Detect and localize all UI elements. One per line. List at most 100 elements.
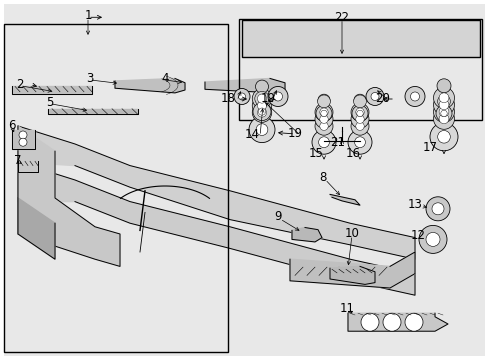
Text: 2: 2 [16, 78, 24, 91]
Polygon shape [48, 109, 138, 114]
Circle shape [319, 122, 327, 130]
Circle shape [425, 197, 449, 221]
Circle shape [317, 94, 329, 106]
Circle shape [360, 313, 378, 331]
Circle shape [433, 87, 453, 108]
Circle shape [258, 108, 265, 115]
Bar [238, 19, 481, 120]
Text: 8: 8 [319, 171, 326, 184]
Text: 15: 15 [308, 147, 323, 160]
Polygon shape [329, 266, 374, 284]
Text: 9: 9 [274, 210, 281, 223]
Circle shape [431, 203, 443, 215]
Circle shape [238, 93, 245, 100]
Polygon shape [289, 252, 414, 288]
Circle shape [311, 130, 335, 154]
Circle shape [418, 225, 446, 253]
Circle shape [315, 105, 331, 121]
Text: 10: 10 [344, 227, 359, 240]
Text: 20: 20 [375, 93, 389, 105]
Circle shape [409, 92, 419, 101]
Circle shape [248, 117, 274, 143]
Circle shape [19, 131, 27, 139]
Polygon shape [18, 126, 120, 266]
Polygon shape [18, 161, 38, 172]
Circle shape [319, 108, 327, 116]
Circle shape [350, 117, 368, 135]
Circle shape [438, 100, 448, 110]
Text: 6: 6 [8, 119, 16, 132]
Circle shape [354, 137, 365, 148]
Circle shape [350, 110, 368, 128]
Circle shape [257, 108, 266, 117]
Circle shape [355, 108, 364, 116]
Circle shape [440, 110, 447, 117]
Text: 13: 13 [407, 198, 422, 211]
Circle shape [252, 89, 271, 108]
Polygon shape [204, 78, 285, 93]
Circle shape [267, 86, 287, 107]
Circle shape [382, 313, 400, 331]
Bar [4, 24, 227, 352]
Circle shape [404, 86, 424, 107]
Text: 4: 4 [161, 72, 168, 85]
Text: 18: 18 [220, 93, 235, 105]
Circle shape [435, 105, 451, 121]
Circle shape [351, 105, 367, 121]
Circle shape [433, 108, 453, 129]
Text: 22: 22 [334, 11, 349, 24]
Polygon shape [291, 228, 321, 242]
Circle shape [438, 93, 448, 103]
Circle shape [19, 138, 27, 146]
Polygon shape [18, 126, 414, 259]
Circle shape [257, 101, 266, 110]
Circle shape [317, 95, 330, 108]
Circle shape [314, 117, 332, 135]
Polygon shape [18, 198, 55, 259]
Circle shape [252, 103, 271, 122]
Circle shape [433, 94, 453, 115]
Text: 7: 7 [14, 154, 21, 167]
Bar [242, 20, 479, 57]
Circle shape [437, 130, 449, 143]
Circle shape [256, 124, 267, 135]
Circle shape [355, 122, 364, 130]
Circle shape [257, 94, 266, 103]
Text: 21: 21 [330, 136, 345, 149]
Text: 14: 14 [244, 129, 259, 141]
Circle shape [433, 101, 453, 122]
Circle shape [353, 94, 365, 106]
Circle shape [356, 110, 363, 117]
Circle shape [318, 137, 329, 148]
Circle shape [314, 110, 332, 128]
Text: 12: 12 [409, 229, 425, 242]
Text: 3: 3 [86, 72, 94, 85]
Circle shape [347, 130, 371, 154]
Circle shape [252, 103, 270, 121]
Text: 19: 19 [260, 93, 275, 105]
Circle shape [404, 313, 422, 331]
Circle shape [355, 115, 364, 123]
Circle shape [234, 89, 249, 104]
Text: 5: 5 [46, 96, 54, 109]
Polygon shape [115, 78, 184, 93]
Circle shape [436, 79, 450, 93]
Text: 1: 1 [84, 9, 92, 22]
Circle shape [273, 92, 282, 101]
Circle shape [438, 107, 448, 117]
Circle shape [365, 87, 383, 105]
Polygon shape [329, 194, 359, 205]
Circle shape [350, 103, 368, 121]
Polygon shape [12, 130, 35, 149]
Circle shape [437, 95, 449, 108]
Polygon shape [347, 313, 447, 331]
Polygon shape [18, 162, 414, 295]
Circle shape [320, 110, 326, 117]
Polygon shape [12, 86, 92, 94]
Circle shape [319, 115, 327, 123]
Circle shape [370, 93, 378, 100]
Circle shape [255, 80, 268, 93]
Circle shape [429, 123, 457, 151]
Circle shape [438, 114, 448, 124]
Text: 17: 17 [422, 141, 437, 154]
